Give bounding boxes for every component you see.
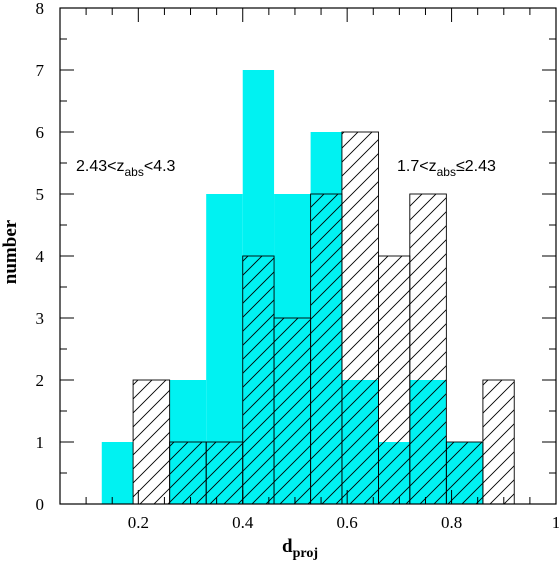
hatched-bar [242,255,275,505]
hatched-bar [132,379,171,505]
solid-bar [101,442,134,504]
y-tick-label: 8 [36,0,45,18]
annotation-right: 1.7<zabs≤2.43 [397,158,496,179]
x-tick-labels: 0.2 0.4 0.6 0.8 1 [128,513,559,532]
x-tick-label: 0.4 [232,513,254,532]
y-tick-label: 6 [36,123,45,142]
hatched-bar [378,255,411,505]
y-tick-label: 7 [36,61,45,80]
hatched-bar [169,441,207,505]
y-axis-title: number [0,219,21,284]
y-tick-label: 4 [36,247,45,266]
y-tick-label: 2 [36,371,45,390]
x-tick-label: 1 [552,513,559,532]
axis-ticks [59,7,557,505]
hatched-bar [310,193,343,505]
y-tick-label: 3 [36,309,45,328]
x-tick-label: 0.8 [441,513,462,532]
y-tick-label: 1 [36,433,45,452]
hatched-bar [273,317,312,505]
hatched-bar [205,441,244,505]
x-tick-label: 0.2 [128,513,149,532]
annotation-left: 2.43<zabs<4.3 [76,158,176,179]
hatched-bar [341,131,379,505]
hatched-bar [482,379,515,505]
y-tick-label: 0 [36,495,45,514]
y-tick-label: 5 [36,185,45,204]
y-tick-labels: 0 1 2 3 4 5 6 7 8 [36,0,45,514]
hatched-bar [409,193,447,505]
x-axis-title: dproj [282,536,318,561]
x-tick-label: 0.6 [337,513,358,532]
